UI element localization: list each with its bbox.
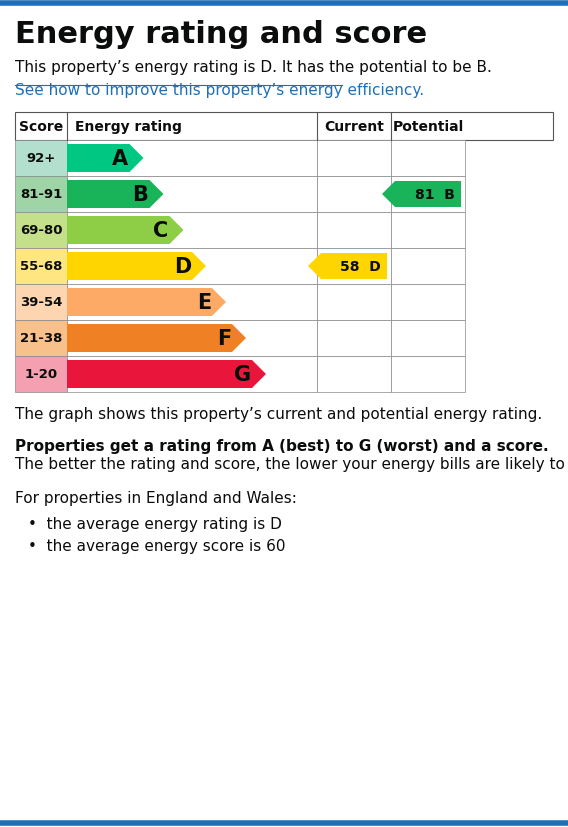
- Text: This property’s energy rating is D. It has the potential to be B.: This property’s energy rating is D. It h…: [15, 60, 492, 75]
- Text: The better the rating and score, the lower your energy bills are likely to be.: The better the rating and score, the low…: [15, 457, 568, 471]
- Text: •  the average energy rating is D: • the average energy rating is D: [28, 516, 282, 532]
- Polygon shape: [67, 289, 226, 317]
- Text: 21-38: 21-38: [20, 332, 62, 345]
- Text: A: A: [112, 149, 128, 169]
- Text: The graph shows this property’s current and potential energy rating.: The graph shows this property’s current …: [15, 407, 542, 422]
- Text: Properties get a rating from A (best) to G (worst) and a score.: Properties get a rating from A (best) to…: [15, 438, 549, 453]
- Bar: [15, 213, 67, 249]
- Bar: [317, 249, 391, 284]
- Text: C: C: [153, 221, 169, 241]
- Text: For properties in England and Wales:: For properties in England and Wales:: [15, 490, 297, 505]
- Text: 92+: 92+: [26, 152, 56, 165]
- Bar: [391, 177, 465, 213]
- Bar: [15, 356, 67, 393]
- Polygon shape: [67, 145, 144, 173]
- Text: Potential: Potential: [392, 120, 463, 134]
- Bar: [67, 141, 317, 177]
- Text: See how to improve this property’s energy efficiency.: See how to improve this property’s energ…: [15, 83, 424, 98]
- Bar: [15, 321, 67, 356]
- Bar: [391, 249, 465, 284]
- Text: 58  D: 58 D: [340, 260, 381, 274]
- Text: Current: Current: [324, 120, 384, 134]
- Bar: [317, 213, 391, 249]
- Bar: [391, 321, 465, 356]
- Bar: [15, 284, 67, 321]
- Polygon shape: [67, 325, 246, 352]
- Bar: [67, 177, 317, 213]
- Polygon shape: [382, 182, 461, 208]
- Bar: [391, 284, 465, 321]
- Polygon shape: [67, 361, 266, 389]
- Text: G: G: [234, 365, 251, 385]
- Text: F: F: [217, 328, 231, 348]
- Bar: [67, 356, 317, 393]
- Bar: [317, 356, 391, 393]
- Text: 1-20: 1-20: [24, 368, 57, 381]
- Text: 81  B: 81 B: [415, 188, 454, 202]
- Bar: [391, 213, 465, 249]
- Text: Energy rating: Energy rating: [75, 120, 182, 134]
- Bar: [391, 356, 465, 393]
- Text: 81-91: 81-91: [20, 189, 62, 201]
- Polygon shape: [67, 253, 206, 280]
- Bar: [67, 321, 317, 356]
- Bar: [15, 112, 553, 141]
- Bar: [15, 141, 67, 177]
- Bar: [67, 213, 317, 249]
- Text: Score: Score: [19, 120, 63, 134]
- Text: B: B: [132, 184, 148, 205]
- Polygon shape: [308, 254, 387, 280]
- Bar: [391, 141, 465, 177]
- Bar: [67, 284, 317, 321]
- Bar: [317, 141, 391, 177]
- Bar: [15, 177, 67, 213]
- Text: 39-54: 39-54: [20, 296, 62, 309]
- Polygon shape: [67, 181, 164, 208]
- Text: D: D: [174, 256, 191, 277]
- Bar: [15, 249, 67, 284]
- Bar: [317, 321, 391, 356]
- Text: •  the average energy score is 60: • the average energy score is 60: [28, 538, 286, 553]
- Bar: [317, 177, 391, 213]
- Text: E: E: [197, 293, 211, 313]
- Text: 69-80: 69-80: [20, 224, 62, 237]
- Text: 55-68: 55-68: [20, 261, 62, 273]
- Polygon shape: [67, 217, 183, 245]
- Bar: [317, 284, 391, 321]
- Text: Energy rating and score: Energy rating and score: [15, 20, 427, 49]
- Bar: [67, 249, 317, 284]
